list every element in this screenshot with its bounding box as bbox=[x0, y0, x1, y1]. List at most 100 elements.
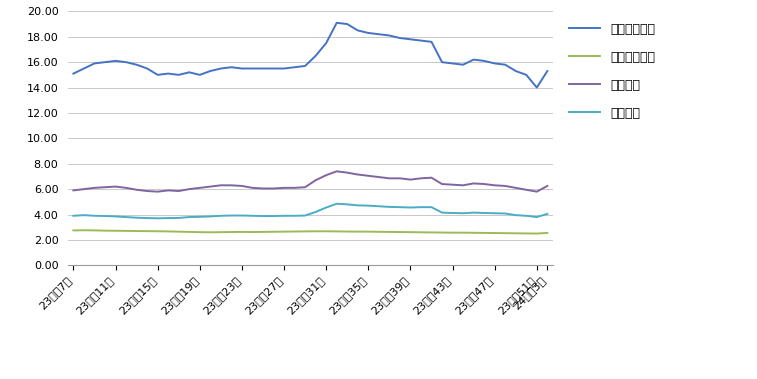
猪粮比价 bbox=[354, 172, 363, 177]
生猪出场价格 bbox=[522, 72, 531, 77]
玉米购进价格 bbox=[101, 229, 110, 233]
猪粮比价 bbox=[79, 187, 89, 191]
生猪出场价格 bbox=[395, 36, 404, 40]
猪粮比价 bbox=[322, 173, 331, 177]
生猪出场价格 bbox=[195, 72, 204, 77]
猪料比价 bbox=[416, 205, 425, 210]
生猪出场价格 bbox=[206, 69, 215, 73]
猪料比价 bbox=[69, 213, 78, 218]
猪料比价 bbox=[522, 213, 531, 218]
猪粮比价 bbox=[416, 176, 425, 181]
生猪出场价格 bbox=[290, 65, 299, 69]
猪料比价 bbox=[322, 205, 331, 210]
猪粮比价 bbox=[427, 175, 436, 180]
猪粮比价 bbox=[238, 184, 247, 188]
玉米购进价格 bbox=[217, 230, 226, 235]
玉米购进价格 bbox=[132, 229, 141, 233]
生猪出场价格 bbox=[227, 65, 236, 69]
猪粮比价 bbox=[164, 188, 173, 193]
玉米购进价格 bbox=[385, 230, 394, 234]
猪料比价 bbox=[132, 215, 141, 220]
猪粮比价 bbox=[122, 186, 131, 190]
生猪出场价格 bbox=[543, 69, 552, 73]
猪料比价 bbox=[532, 215, 541, 219]
猪粮比价 bbox=[343, 170, 352, 175]
生猪出场价格 bbox=[416, 38, 425, 43]
生猪出场价格 bbox=[258, 66, 267, 71]
玉米购进价格 bbox=[301, 229, 310, 234]
猪料比价 bbox=[164, 216, 173, 220]
玉米购进价格 bbox=[459, 230, 468, 235]
生猪出场价格 bbox=[343, 22, 352, 27]
玉米购进价格 bbox=[343, 229, 352, 234]
生猪出场价格 bbox=[90, 61, 99, 66]
猪粮比价 bbox=[332, 169, 341, 174]
生猪出场价格 bbox=[269, 66, 278, 71]
猪料比价 bbox=[354, 203, 363, 208]
玉米购进价格 bbox=[374, 230, 383, 234]
生猪出场价格 bbox=[385, 33, 394, 38]
猪料比价 bbox=[427, 205, 436, 210]
猪粮比价 bbox=[258, 186, 267, 191]
猪料比价 bbox=[174, 216, 183, 220]
生猪出场价格 bbox=[248, 66, 257, 71]
玉米购进价格 bbox=[174, 229, 183, 234]
猪料比价 bbox=[490, 211, 499, 216]
猪粮比价 bbox=[364, 174, 373, 178]
生猪出场价格 bbox=[142, 66, 151, 71]
猪粮比价 bbox=[448, 182, 457, 187]
生猪出场价格 bbox=[406, 37, 415, 42]
生猪出场价格 bbox=[79, 66, 89, 71]
猪料比价 bbox=[374, 204, 383, 208]
生猪出场价格 bbox=[174, 72, 183, 77]
玉米购进价格 bbox=[269, 230, 278, 234]
玉米购进价格 bbox=[406, 230, 415, 235]
猪料比价 bbox=[101, 214, 110, 218]
生猪出场价格 bbox=[459, 63, 468, 67]
生猪出场价格 bbox=[490, 61, 499, 66]
猪料比价 bbox=[290, 213, 299, 218]
猪料比价 bbox=[301, 213, 310, 218]
猪料比价 bbox=[343, 202, 352, 207]
猪粮比价 bbox=[111, 184, 120, 189]
玉米购进价格 bbox=[332, 229, 341, 234]
猪料比价 bbox=[238, 213, 247, 218]
生猪出场价格 bbox=[322, 41, 331, 45]
玉米购进价格 bbox=[364, 229, 373, 234]
猪料比价 bbox=[385, 205, 394, 209]
生猪出场价格 bbox=[500, 63, 509, 67]
猪料比价 bbox=[279, 213, 288, 218]
猪粮比价 bbox=[206, 184, 215, 189]
生猪出场价格 bbox=[311, 53, 320, 58]
生猪出场价格 bbox=[448, 61, 457, 66]
玉米购进价格 bbox=[290, 229, 299, 234]
玉米购进价格 bbox=[111, 229, 120, 233]
猪粮比价 bbox=[490, 183, 499, 188]
猪料比价 bbox=[406, 205, 415, 210]
猪料比价 bbox=[480, 211, 489, 215]
猪料比价 bbox=[332, 202, 341, 206]
猪粮比价 bbox=[406, 177, 415, 182]
猪料比价 bbox=[111, 214, 120, 219]
生猪出场价格 bbox=[185, 70, 194, 75]
猪粮比价 bbox=[543, 184, 552, 188]
生猪出场价格 bbox=[438, 60, 447, 64]
猪粮比价 bbox=[227, 183, 236, 188]
玉米购进价格 bbox=[227, 230, 236, 234]
猪料比价 bbox=[227, 213, 236, 218]
玉米购进价格 bbox=[480, 231, 489, 235]
玉米购进价格 bbox=[79, 228, 89, 233]
猪粮比价 bbox=[90, 186, 99, 190]
猪粮比价 bbox=[290, 186, 299, 190]
猪粮比价 bbox=[301, 185, 310, 190]
玉米购进价格 bbox=[469, 230, 478, 235]
玉米购进价格 bbox=[206, 230, 215, 235]
猪料比价 bbox=[511, 213, 520, 218]
猪粮比价 bbox=[438, 182, 447, 186]
生猪出场价格 bbox=[164, 71, 173, 76]
生猪出场价格 bbox=[101, 60, 110, 64]
生猪出场价格 bbox=[132, 63, 141, 67]
生猪出场价格 bbox=[217, 66, 226, 71]
生猪出场价格 bbox=[279, 66, 288, 71]
玉米购进价格 bbox=[90, 228, 99, 233]
